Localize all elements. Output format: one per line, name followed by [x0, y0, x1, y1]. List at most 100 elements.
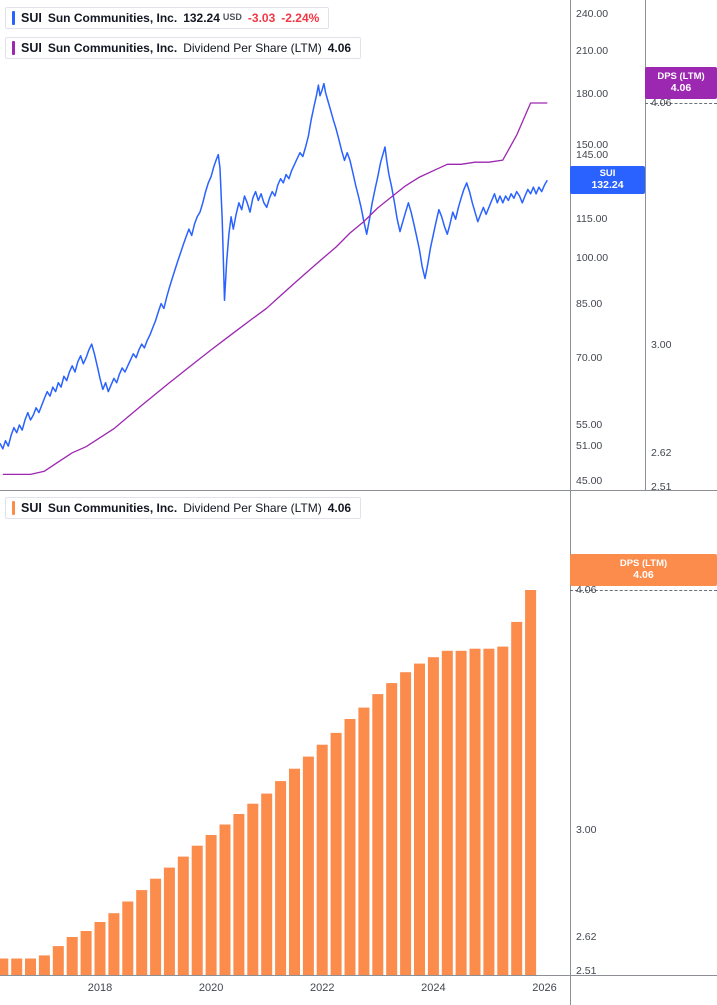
- dps-series-color-strip: [12, 41, 15, 55]
- time-axis-label: 2024: [421, 982, 446, 994]
- price-axis-border: [570, 0, 571, 1005]
- axis-tick-label: 115.00: [576, 213, 608, 226]
- dps-bar: [108, 913, 120, 975]
- dps-bar: [122, 901, 134, 975]
- legend-dps-bars[interactable]: SUI Sun Communities, Inc. Dividend Per S…: [5, 497, 362, 519]
- dps-bar: [233, 814, 245, 975]
- dps-bar: [400, 672, 412, 975]
- dps-bar: [330, 732, 342, 975]
- axis-tick-label: 2.51: [576, 965, 597, 977]
- dps-bar: [150, 878, 162, 975]
- legend-indicator-value: 4.06: [327, 41, 352, 55]
- dps-bar: [372, 694, 384, 975]
- legend-symbol: SUI: [21, 501, 42, 515]
- time-axis-label: 2020: [198, 982, 224, 994]
- axis-tick-label: 51.00: [576, 440, 603, 453]
- dps-bar: [525, 590, 537, 975]
- dps-bar: [80, 931, 92, 975]
- axis-tick-label: 150.00: [576, 139, 609, 152]
- dps-bar: [427, 657, 439, 975]
- price-label-value: 132.24: [591, 179, 624, 192]
- dps-bar: [455, 650, 467, 975]
- dps-label-value: 4.06: [670, 82, 692, 94]
- legend-symbol: SUI: [21, 41, 42, 55]
- dividend-axis[interactable]: 4.06 3.00 2.62 2.51: [645, 0, 717, 493]
- dps-label-title: DPS (LTM): [619, 558, 668, 569]
- dps-bar: [66, 937, 78, 975]
- dps-bar: [52, 946, 64, 975]
- time-axis-label: 2018: [87, 982, 113, 994]
- dps-bar: [25, 958, 36, 975]
- axis-tick-label: 2.62: [576, 931, 597, 944]
- dps-bar: [386, 683, 398, 975]
- dps-bar: [219, 824, 231, 975]
- dps-bar: [191, 845, 203, 975]
- legend-currency: USD: [222, 12, 242, 22]
- dps-bar: [136, 890, 148, 975]
- dps-bar: [497, 646, 509, 975]
- dps-bar: [275, 781, 287, 975]
- dps-label-title: DPS (LTM): [657, 71, 705, 82]
- price-axis[interactable]: 240.00 210.00 180.00 150.00 145.00 115.00 100.…: [570, 0, 645, 490]
- legend-change: -3.03: [247, 11, 276, 25]
- dps-bar: [511, 621, 523, 975]
- dps-bar: [261, 793, 273, 975]
- legend-indicator-value: 4.06: [327, 501, 352, 515]
- dps-bar: [247, 803, 259, 975]
- dps-axis-value-label-top: DPS (LTM) 4.06: [645, 67, 717, 99]
- dps-bar: [289, 768, 300, 975]
- axis-tick-label: 2.62: [651, 446, 672, 459]
- dps-bar: [11, 958, 23, 975]
- axis-tick-label: 4.06: [576, 584, 597, 596]
- time-axis-label: 2022: [309, 982, 335, 994]
- time-axis-label: 2026: [532, 982, 557, 994]
- dps-axis-value-label-bottom: DPS (LTM) 4.06: [570, 554, 717, 586]
- dps-bar: [94, 922, 106, 975]
- dividend-axis-border: [645, 0, 646, 490]
- dps-bar-chart-canvas[interactable]: [0, 490, 570, 975]
- axis-tick-label: 85.00: [576, 297, 603, 310]
- legend-price-series[interactable]: SUI Sun Communities, Inc. 132.24 USD -3.…: [5, 7, 330, 29]
- axis-tick-label: 210.00: [576, 45, 609, 58]
- dps-bar: [205, 835, 217, 975]
- price-chart-canvas[interactable]: [0, 0, 570, 490]
- dps-bar: [316, 744, 328, 975]
- price-line: [0, 82, 548, 450]
- dps-bar: [358, 707, 370, 975]
- dps-bar: [344, 719, 356, 975]
- axis-tick-label: 55.00: [576, 419, 603, 432]
- price-series-color-strip: [12, 11, 15, 25]
- axis-tick-label: 4.06: [651, 97, 672, 109]
- dps-bar: [38, 955, 50, 975]
- legend-company-name: Sun Communities, Inc.: [47, 501, 178, 515]
- price-label-symbol: SUI: [599, 168, 616, 180]
- panel-separator[interactable]: [0, 490, 717, 491]
- last-value-dash-line: [570, 590, 717, 591]
- dps-label-value: 4.06: [633, 569, 654, 581]
- legend-dps-overlay[interactable]: SUI Sun Communities, Inc. Dividend Per S…: [5, 37, 362, 59]
- time-axis-border: [0, 975, 717, 976]
- last-value-dash-line: [645, 103, 717, 104]
- legend-indicator-name: Dividend Per Share (LTM): [183, 501, 322, 515]
- dps-bar: [0, 958, 9, 975]
- legend-company-name: Sun Communities, Inc.: [47, 41, 178, 55]
- legend-last-price: 132.24: [183, 11, 220, 25]
- dps-bar: [163, 867, 175, 975]
- dps-bar: [302, 756, 314, 975]
- dps-bar: [469, 648, 481, 975]
- axis-tick-label: 2.51: [651, 481, 672, 493]
- dps-bar: [414, 663, 425, 975]
- axis-tick-label: 45.00: [576, 475, 603, 487]
- time-axis[interactable]: 2018 2020 2022 2024 2026: [0, 975, 717, 1005]
- dps-bar: [483, 648, 495, 975]
- price-axis-value-label: SUI 132.24: [570, 166, 645, 195]
- dps-bars-color-strip: [12, 501, 15, 515]
- axis-tick-label: 240.00: [576, 8, 609, 20]
- legend-indicator-name: Dividend Per Share (LTM): [183, 41, 322, 55]
- axis-tick-label: 180.00: [576, 88, 609, 101]
- bottom-dividend-axis[interactable]: 4.06 3.00 2.62 2.51: [570, 490, 717, 977]
- dps-bar: [177, 856, 189, 975]
- legend-symbol: SUI: [21, 11, 42, 25]
- legend-company-name: Sun Communities, Inc.: [47, 11, 178, 25]
